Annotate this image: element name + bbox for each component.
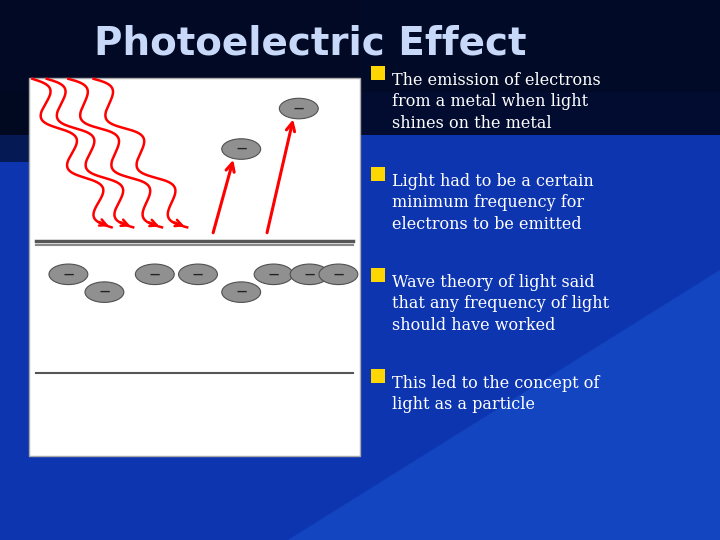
Bar [29, 78, 360, 456]
Text: This led to the concept of
light as a particle: This led to the concept of light as a pa… [392, 375, 600, 413]
Ellipse shape [290, 264, 329, 285]
Ellipse shape [49, 264, 88, 285]
Text: Wave theory of light said
that any frequency of light
should have worked: Wave theory of light said that any frequ… [392, 274, 610, 334]
Bar [371, 66, 385, 80]
Ellipse shape [254, 264, 293, 285]
Bar [371, 268, 385, 282]
Text: —: — [236, 287, 246, 297]
Bar [0, 0, 720, 135]
Ellipse shape [135, 264, 174, 285]
Bar [0, 0, 720, 92]
Text: —: — [99, 287, 109, 297]
Text: —: — [193, 269, 203, 279]
Ellipse shape [222, 282, 261, 302]
Text: —: — [150, 269, 160, 279]
Bar [371, 167, 385, 181]
Ellipse shape [179, 264, 217, 285]
Text: The emission of electrons
from a metal when light
shines on the metal: The emission of electrons from a metal w… [392, 72, 601, 132]
Text: —: — [294, 104, 304, 113]
Text: —: — [269, 269, 279, 279]
Text: Photoelectric Effect: Photoelectric Effect [94, 24, 526, 62]
Text: Light had to be a certain
minimum frequency for
electrons to be emitted: Light had to be a certain minimum freque… [392, 173, 594, 233]
Ellipse shape [279, 98, 318, 119]
Text: —: — [63, 269, 73, 279]
Ellipse shape [85, 282, 124, 302]
Bar [371, 369, 385, 383]
Polygon shape [288, 270, 720, 540]
Text: —: — [305, 269, 315, 279]
Ellipse shape [222, 139, 261, 159]
Text: —: — [236, 144, 246, 154]
Bar [0, 135, 720, 540]
Ellipse shape [319, 264, 358, 285]
Text: —: — [333, 269, 343, 279]
Polygon shape [0, 0, 360, 162]
